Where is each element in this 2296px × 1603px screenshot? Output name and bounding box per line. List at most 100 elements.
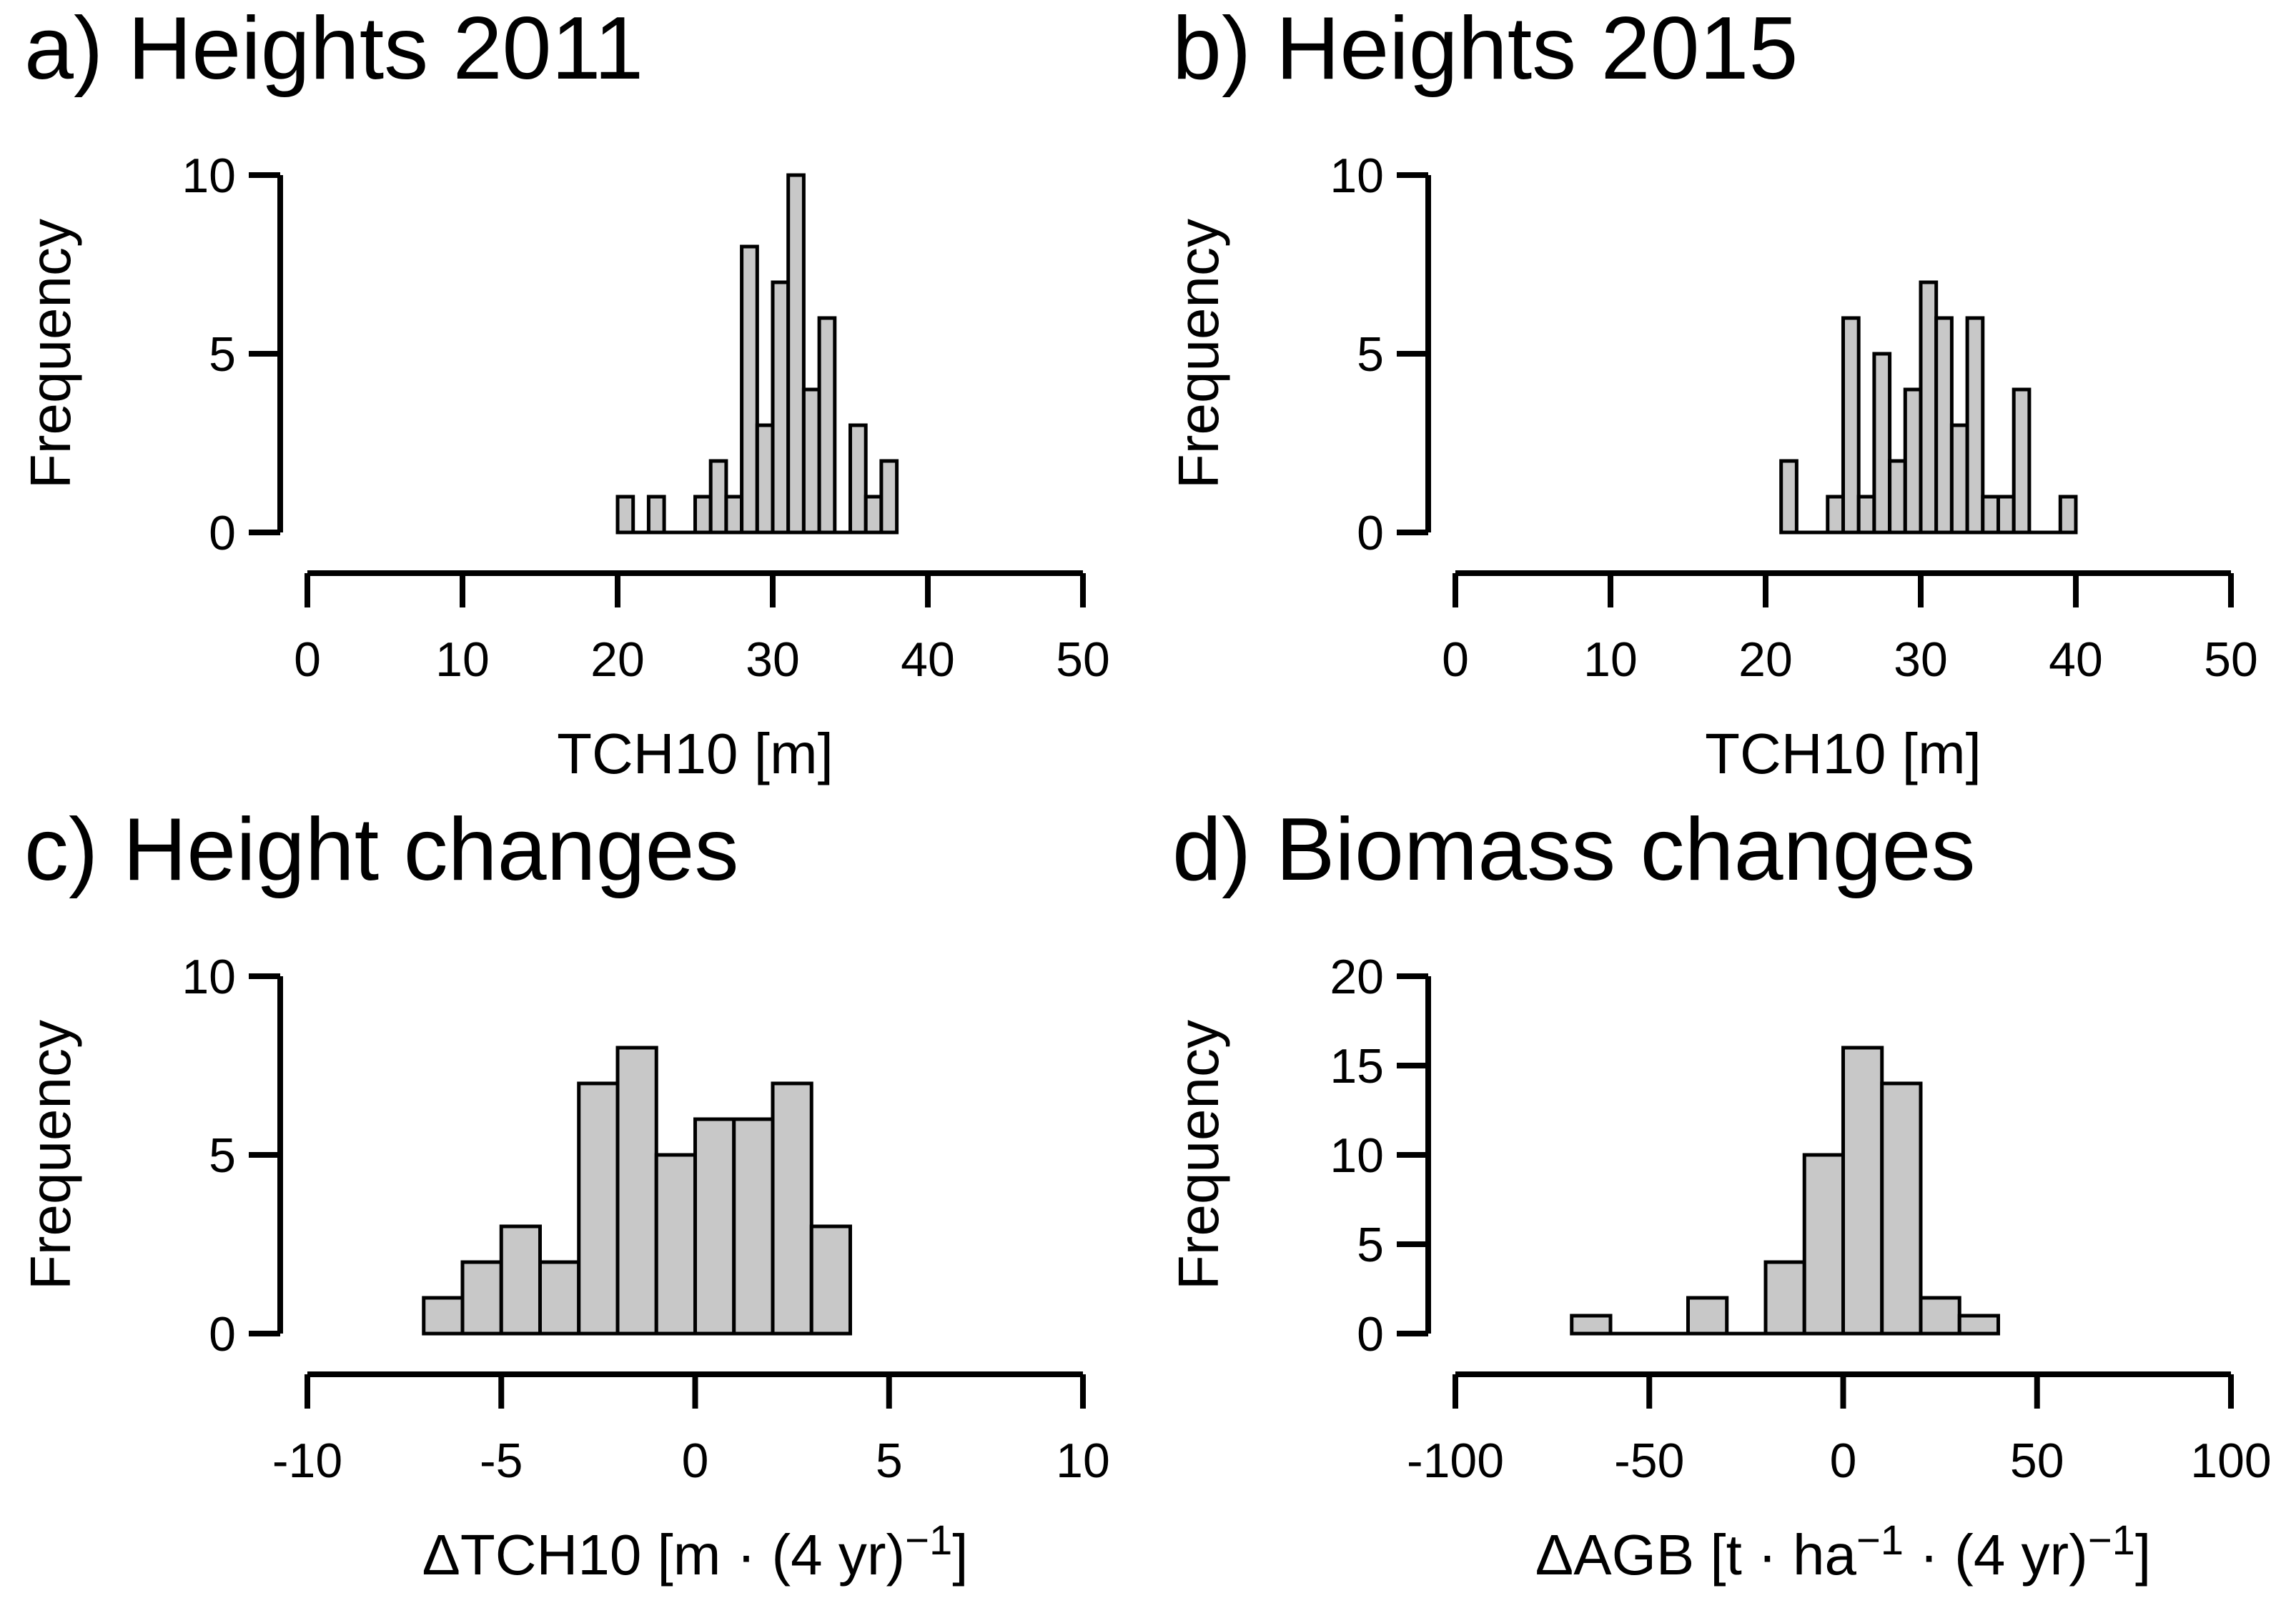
histogram-bar <box>1949 423 1969 535</box>
y-axis-label: Frequency <box>19 219 82 489</box>
y-tick-label: 0 <box>1357 506 1384 560</box>
x-tick-label: 100 <box>2190 1434 2271 1488</box>
histogram-bar <box>646 495 666 535</box>
histogram-bar <box>2012 387 2032 535</box>
panel-b: 0 5 10 0 10 20 30 40 50 TCH10 [m] Frequency b) Heig… <box>1167 0 2258 785</box>
histogram-bar <box>460 1260 503 1336</box>
y-axis-label: Frequency <box>19 1020 82 1290</box>
y-tick-label: 0 <box>1357 1307 1384 1361</box>
x-tick-label: 10 <box>1056 1434 1110 1488</box>
panel-title: d) Biomass changes <box>1172 801 1975 899</box>
x-tick-label: 5 <box>876 1434 903 1488</box>
x-axis-label: TCH10 [m] <box>557 722 833 785</box>
histogram-bar <box>615 495 635 535</box>
histogram-bar <box>864 495 884 535</box>
x-tick-label: 10 <box>435 632 490 687</box>
histogram-bar <box>615 1046 658 1336</box>
y-tick-label: 10 <box>1330 1128 1384 1183</box>
histogram-bar <box>817 316 837 535</box>
histogram-bar <box>809 1224 852 1336</box>
y-tick-label: 10 <box>1330 149 1384 203</box>
histogram-bar <box>1880 1081 1923 1336</box>
histogram-bar <box>1841 1046 1884 1336</box>
x-tick-label: 40 <box>901 632 955 687</box>
panel-title: a) Heights 2011 <box>24 0 643 98</box>
x-tick-label: 50 <box>1056 632 1110 687</box>
histogram-bar <box>2058 495 2078 535</box>
histogram-bar <box>1841 316 1861 535</box>
y-tick-label: 10 <box>182 149 236 203</box>
x-tick-label: 30 <box>1894 632 1948 687</box>
y-tick-label: 20 <box>1330 950 1384 1004</box>
x-tick-label: -100 <box>1407 1434 1504 1488</box>
x-tick-label: 20 <box>1738 632 1793 687</box>
x-tick-label: 50 <box>2204 632 2258 687</box>
panel-title: b) Heights 2015 <box>1172 0 1798 98</box>
histogram-bar <box>538 1260 581 1336</box>
panel-title: c) Height changes <box>24 801 738 899</box>
histogram-bar <box>1570 1314 1613 1336</box>
x-tick-label: 30 <box>746 632 800 687</box>
histogram-bar <box>848 423 868 535</box>
y-axis-label: Frequency <box>1167 219 1230 489</box>
histogram-bar <box>1996 495 2016 535</box>
histogram-bar <box>422 1296 465 1336</box>
x-axis-label: ΔTCH10 [m · (4 yr)−1] <box>422 1517 968 1587</box>
y-tick-label: 15 <box>1330 1039 1384 1093</box>
y-tick-label: 0 <box>209 506 236 560</box>
x-tick-label: 0 <box>294 632 321 687</box>
x-axis-label: TCH10 [m] <box>1705 722 1981 785</box>
x-tick-label: 0 <box>1442 632 1469 687</box>
x-tick-label: 0 <box>682 1434 709 1488</box>
histogram-bar <box>1826 495 1845 535</box>
x-axis-label: ΔAGB [t · ha−1 · (4 yr)−1] <box>1535 1517 2151 1587</box>
x-tick-label: 0 <box>1830 1434 1857 1488</box>
y-tick-label: 5 <box>1357 327 1384 382</box>
histogram-bar <box>693 1117 736 1336</box>
histogram-bar <box>801 387 821 535</box>
x-tick-label: 10 <box>1583 632 1638 687</box>
histogram-bar <box>577 1081 620 1336</box>
histogram-bar <box>879 459 899 535</box>
histogram-bar <box>771 280 791 535</box>
x-tick-label: 40 <box>2049 632 2103 687</box>
x-tick-label: -50 <box>1614 1434 1684 1488</box>
y-tick-label: 5 <box>1357 1218 1384 1272</box>
histogram-bar <box>1779 459 1798 535</box>
histogram-bar <box>693 495 713 535</box>
histogram-bar <box>1919 280 1939 535</box>
histogram-bar <box>1965 316 1985 535</box>
histogram-bar <box>1686 1296 1729 1336</box>
histogram-bar <box>1934 316 1954 535</box>
histogram-bar <box>740 244 759 535</box>
histogram-bar <box>755 423 775 535</box>
x-tick-label: 20 <box>590 632 645 687</box>
histogram-bar <box>1872 352 1892 535</box>
panel-d: 0 5 10 15 20 -100 -50 0 50 100 ΔAGB [t · ha−1 · (4… <box>1167 801 2272 1587</box>
x-tick-label: -5 <box>480 1434 523 1488</box>
y-axis-label: Frequency <box>1167 1020 1230 1290</box>
histogram-bar <box>1763 1260 1806 1336</box>
x-tick-label: 50 <box>2010 1434 2064 1488</box>
histogram-bar <box>732 1117 775 1336</box>
y-tick-label: 10 <box>182 950 236 1004</box>
histogram-bar <box>1888 459 1907 535</box>
histogram-bar <box>708 459 728 535</box>
histogram-bar <box>786 173 806 535</box>
histogram-bar <box>499 1224 542 1336</box>
y-tick-label: 5 <box>209 1128 236 1183</box>
histogram-bar <box>1957 1314 2000 1336</box>
histogram-bar <box>771 1081 813 1336</box>
histogram-bar <box>1981 495 2001 535</box>
panel-a: 0 5 10 0 10 20 30 40 50 TCH10 [m] Frequency a) Heig… <box>19 0 1110 785</box>
x-tick-label: -10 <box>272 1434 342 1488</box>
panel-c: 0 5 10 -10 -5 0 5 10 ΔTCH10 [m · (4 yr)−1] Freque… <box>19 801 1110 1587</box>
y-tick-label: 0 <box>209 1307 236 1361</box>
histogram-bar <box>724 495 744 535</box>
histogram-bar <box>1856 495 1876 535</box>
histogram-bar <box>1802 1153 1845 1336</box>
y-tick-label: 5 <box>209 327 236 382</box>
histogram-bar <box>1903 387 1923 535</box>
